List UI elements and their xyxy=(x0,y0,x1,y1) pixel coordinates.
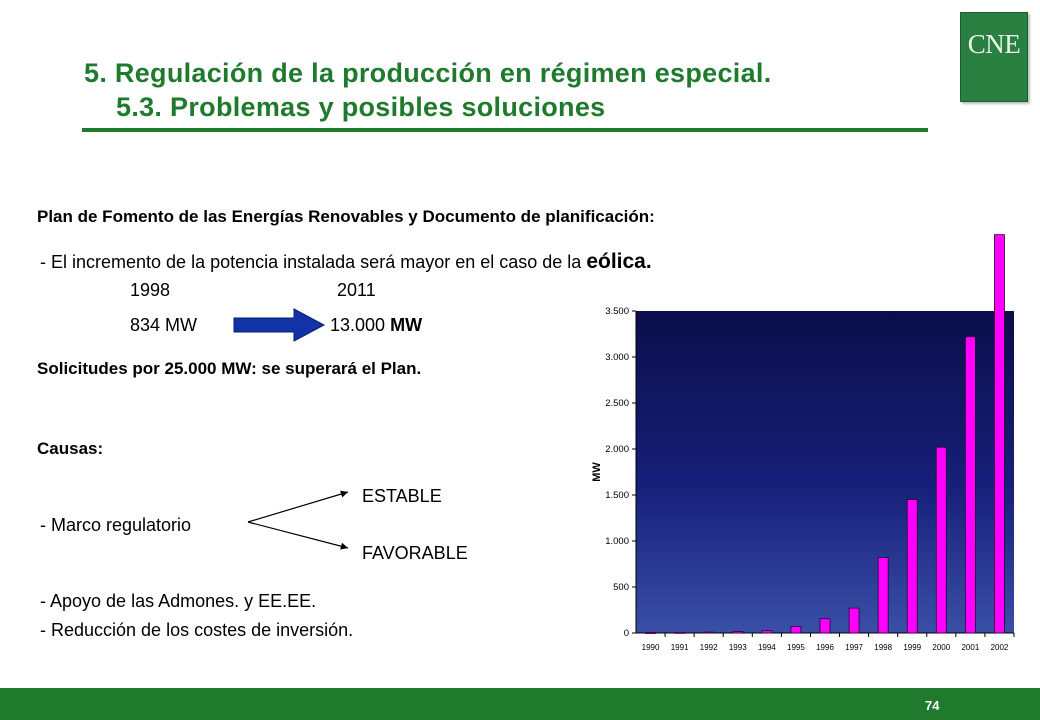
x-tick-label: 2000 xyxy=(932,643,950,652)
bar-1990 xyxy=(645,632,656,634)
mw-from: 834 MW xyxy=(130,315,198,335)
bar-1993 xyxy=(732,631,744,634)
bar-1999 xyxy=(906,499,918,634)
branch-favorable: FAVORABLE xyxy=(362,543,468,563)
y-tick-label: 0 xyxy=(624,628,629,639)
y-tick-label: 2.000 xyxy=(605,444,629,455)
x-tick-label: 1993 xyxy=(729,643,747,652)
footer-bar xyxy=(0,688,1040,720)
page-title: 5. Regulación de la producción en régime… xyxy=(84,58,772,88)
increment-text: - El incremento de la potencia instalada… xyxy=(40,252,587,272)
bar-1992 xyxy=(703,631,715,634)
bar-1997 xyxy=(848,607,860,634)
x-tick-label: 1998 xyxy=(874,643,892,652)
branch-arrows xyxy=(247,490,349,550)
plan-heading: Plan de Fomento de las Energías Renovabl… xyxy=(37,207,655,226)
mw-to-number: 13.000 xyxy=(330,315,386,335)
x-tick-label: 1992 xyxy=(700,643,718,652)
page-number: 74 xyxy=(925,698,940,713)
x-tick-label: 1991 xyxy=(671,643,689,652)
year-to: 2011 xyxy=(337,280,376,300)
y-tick-label: 2.500 xyxy=(605,398,629,409)
x-tick-label: 2002 xyxy=(991,643,1009,652)
y-tick-label: 3.000 xyxy=(605,352,629,363)
bar-1996 xyxy=(819,618,831,634)
x-tick-label: 1990 xyxy=(642,643,660,652)
y-tick-label: 500 xyxy=(613,582,629,593)
causes-heading: Causas: xyxy=(37,439,104,458)
requests-text: Solicitudes por 25.000 MW: se superará e… xyxy=(37,359,422,378)
mw-to-unit: MW xyxy=(390,315,423,335)
cne-logo: CNE xyxy=(960,12,1028,102)
bar-1995 xyxy=(790,626,802,634)
branch-stable: ESTABLE xyxy=(362,486,442,506)
right-arrow-icon xyxy=(233,308,326,342)
increment-emphasis: eólica. xyxy=(586,250,652,273)
x-tick-label: 1999 xyxy=(903,643,921,652)
bar-1994 xyxy=(761,630,773,634)
year-from: 1998 xyxy=(130,280,171,300)
bar-2001 xyxy=(964,336,976,634)
bar-2002 xyxy=(994,234,1005,634)
bar-2000 xyxy=(935,446,947,634)
y-tick-label: 1.000 xyxy=(605,536,629,547)
title-divider xyxy=(82,128,928,132)
x-tick-label: 1995 xyxy=(787,643,805,652)
wind-capacity-chart: 0 500 1.000 1.500 2.000 2.500 3.000 3.500 MW 1990… xyxy=(591,234,1015,652)
x-tick-label: 2001 xyxy=(961,643,979,652)
bar-1991 xyxy=(674,631,686,634)
bar-1998 xyxy=(877,557,889,634)
cause-support: - Apoyo de las Admones. y EE.EE. xyxy=(40,591,317,611)
cause-regulatory: - Marco regulatorio xyxy=(40,515,192,535)
x-tick-label: 1997 xyxy=(845,643,863,652)
cause-costs: - Reducción de los costes de inversión. xyxy=(40,620,354,640)
x-tick-label: 1996 xyxy=(816,643,834,652)
y-tick-label: 3.500 xyxy=(605,306,629,317)
y-axis-label: MW xyxy=(591,462,603,482)
mw-to: 13.000 MW xyxy=(330,315,422,336)
x-tick-label: 1994 xyxy=(758,643,776,652)
page-subtitle: 5.3. Problemas y posibles soluciones xyxy=(116,92,606,122)
y-tick-label: 1.500 xyxy=(605,490,629,501)
plot-area xyxy=(636,311,1014,633)
increment-line: - El incremento de la potencia instalada… xyxy=(40,250,652,274)
